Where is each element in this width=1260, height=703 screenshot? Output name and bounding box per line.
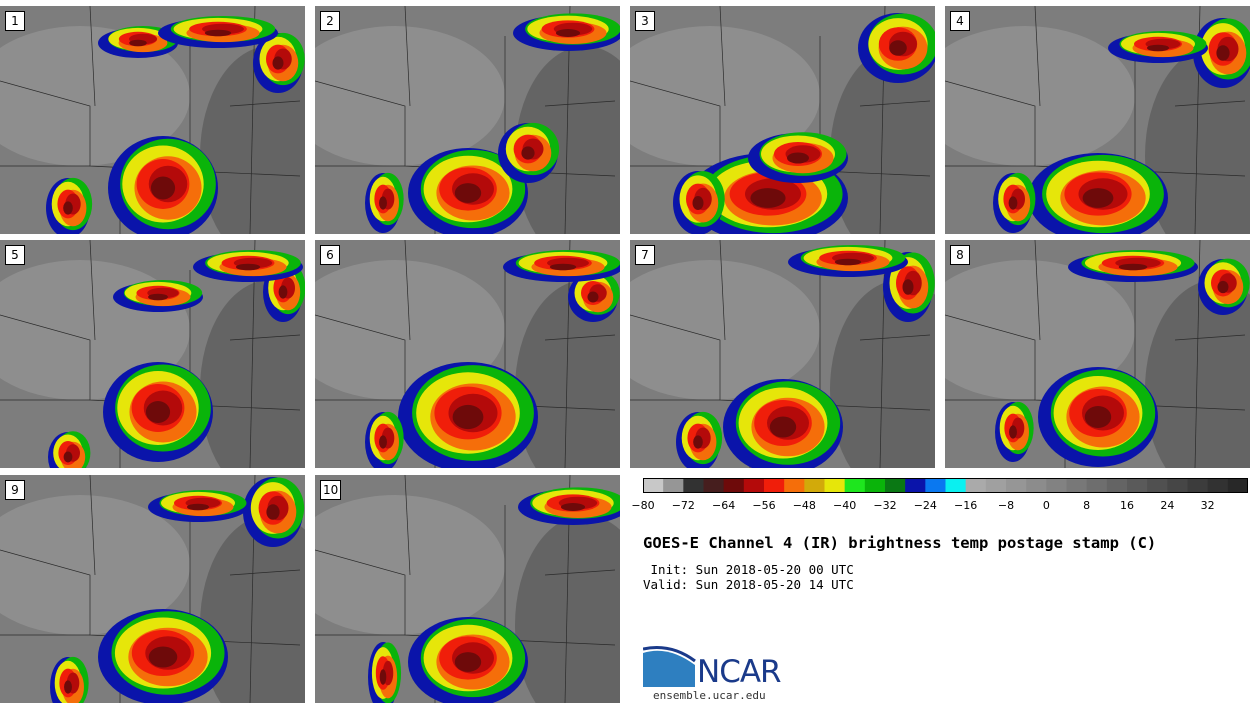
color-scale-tick-label: −24 <box>913 499 937 512</box>
postage-stamp-panel: 3 <box>630 6 935 234</box>
ncar-logo-icon <box>643 646 696 687</box>
color-scale-tick-label: 24 <box>1160 499 1175 512</box>
color-scale-tick-label: 32 <box>1200 499 1215 512</box>
panel-number-label: 7 <box>635 245 655 265</box>
color-scale-swatch <box>784 478 805 493</box>
color-scale-swatch <box>703 478 725 493</box>
color-scale-tick-label: 8 <box>1083 499 1091 512</box>
init-time: Init: Sun 2018-05-20 00 UTC <box>643 562 854 577</box>
color-scale-swatch <box>1026 478 1047 493</box>
ir-satellite-map <box>630 240 935 468</box>
ir-satellite-map <box>315 6 620 234</box>
color-scale-tick-label: −80 <box>631 499 655 512</box>
color-scale-swatch <box>1227 478 1248 493</box>
color-scale-swatch <box>743 478 765 493</box>
color-scale-swatch <box>643 478 664 493</box>
color-scale-tick-label: 16 <box>1120 499 1134 512</box>
color-scale-swatch <box>1066 478 1088 493</box>
color-scale-swatch <box>1187 478 1209 493</box>
panel-number-label: 6 <box>320 245 340 265</box>
color-scale-swatch <box>1046 478 1067 493</box>
color-scale-swatch <box>985 478 1007 493</box>
panel-number-label: 2 <box>320 11 340 31</box>
postage-stamp-panel: 6 <box>315 240 620 468</box>
postage-stamp-panel: 8 <box>945 240 1250 468</box>
color-scale-swatch <box>1127 478 1148 493</box>
color-scale-tick-label: −64 <box>712 499 736 512</box>
color-scale-swatch <box>764 478 785 493</box>
color-scale-swatch <box>864 478 886 493</box>
color-scale-tick-label: −72 <box>671 499 695 512</box>
color-scale-swatch <box>945 478 967 493</box>
color-scale-swatch <box>804 478 825 493</box>
panel-number-label: 3 <box>635 11 655 31</box>
color-scale-tick-label: −8 <box>997 499 1015 512</box>
color-scale-swatch <box>1207 478 1229 493</box>
panel-number-label: 9 <box>5 480 25 500</box>
color-scale-tick-label: −16 <box>954 499 978 512</box>
panel-number-label: 1 <box>5 11 25 31</box>
ir-satellite-map <box>315 240 620 468</box>
panel-number-label: 4 <box>950 11 970 31</box>
postage-stamp-panel: 7 <box>630 240 935 468</box>
color-scale-tick-label: 0 <box>1042 499 1050 512</box>
color-scale-swatch <box>1086 478 1108 493</box>
color-scale-swatch <box>885 478 906 493</box>
ncar-logo-text: NCAR <box>697 654 782 690</box>
postage-stamp-panel: 10 <box>315 475 620 703</box>
color-scale-tick-label: −56 <box>752 499 776 512</box>
postage-stamp-panel: 5 <box>0 240 305 468</box>
color-scale-swatch <box>1006 478 1027 493</box>
postage-stamp-panel: 4 <box>945 6 1250 234</box>
color-scale-swatch <box>663 478 684 493</box>
ir-satellite-map <box>945 6 1250 234</box>
color-scale-swatch <box>1106 478 1128 493</box>
color-scale-swatch <box>925 478 946 493</box>
color-scale-tick-label: −48 <box>792 499 816 512</box>
color-scale-swatch <box>824 478 846 493</box>
ir-satellite-map <box>0 475 305 703</box>
color-scale-bar <box>643 478 1248 493</box>
panel-number-label: 8 <box>950 245 970 265</box>
ir-satellite-map <box>630 6 935 234</box>
color-scale-swatch <box>723 478 745 493</box>
color-scale-swatch <box>905 478 926 493</box>
ensemble-url: ensemble.ucar.edu <box>653 689 766 702</box>
ir-satellite-map <box>0 240 305 468</box>
valid-time: Valid: Sun 2018-05-20 14 UTC <box>643 577 854 592</box>
postage-stamp-panel: 2 <box>315 6 620 234</box>
figure-title: GOES-E Channel 4 (IR) brightness temp po… <box>643 534 1157 552</box>
color-scale-swatch <box>844 478 866 493</box>
color-scale-tick-label: −32 <box>873 499 897 512</box>
color-scale-tick-label: −40 <box>833 499 857 512</box>
panel-number-label: 10 <box>320 480 342 500</box>
color-scale-swatch <box>683 478 704 493</box>
postage-stamp-panel: 1 <box>0 6 305 234</box>
ir-satellite-map <box>315 475 620 703</box>
color-scale-swatch <box>1147 478 1168 493</box>
color-scale-swatch <box>965 478 987 493</box>
ir-satellite-map <box>0 6 305 234</box>
postage-stamp-panel: 9 <box>0 475 305 703</box>
color-scale-swatch <box>1167 478 1188 493</box>
panel-number-label: 5 <box>5 245 25 265</box>
ir-satellite-map <box>945 240 1250 468</box>
